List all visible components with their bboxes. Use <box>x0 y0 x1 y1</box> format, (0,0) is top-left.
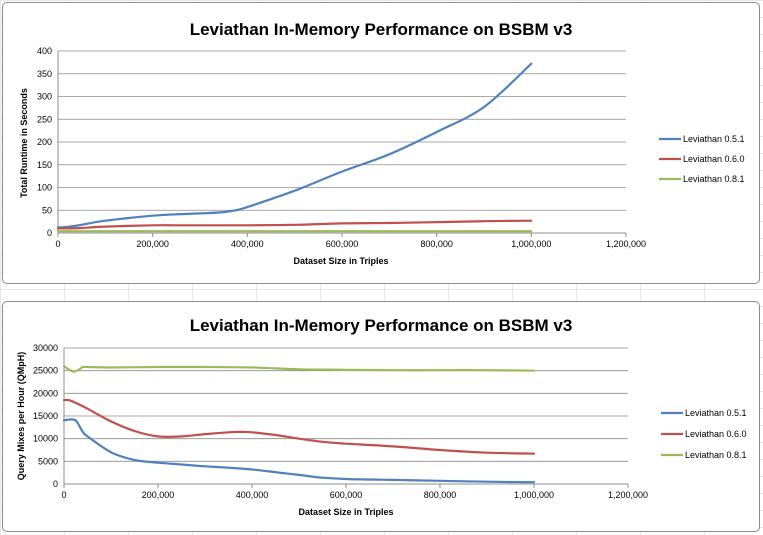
series-line-leviathan-0-6-0 <box>62 398 536 455</box>
runtime-chart: Leviathan In-Memory Performance on BSBM … <box>19 20 745 266</box>
legend-item: Leviathan 0.5.1 <box>661 408 747 418</box>
series-line-leviathan-0-5-1 <box>62 418 536 484</box>
y-tick-label: 10000 <box>33 434 58 444</box>
x-axis-title: Dataset Size in Triples <box>298 507 393 517</box>
x-tick-label: 600,000 <box>330 490 363 500</box>
legend-item: Leviathan 0.6.0 <box>659 154 745 164</box>
y-tick-label: 300 <box>37 92 52 102</box>
svg-text:Query Mixes per Hour (QMpH): Query Mixes per Hour (QMpH) <box>16 352 26 481</box>
y-tick-label: 5000 <box>38 456 58 466</box>
legend-label: Leviathan 0.5.1 <box>685 408 747 418</box>
y-tick-label: 25000 <box>33 366 58 376</box>
qmph-chart: Leviathan In-Memory Performance on BSBM … <box>16 316 747 517</box>
legend: Leviathan 0.5.1 Leviathan 0.6.0 Leviathan … <box>661 408 747 460</box>
chart-title: Leviathan In-Memory Performance on BSBM … <box>190 316 573 335</box>
x-tick-label: 0 <box>55 239 60 249</box>
series-lines <box>56 62 533 233</box>
series-line-leviathan-0-8-1 <box>62 365 536 373</box>
legend-item: Leviathan 0.6.0 <box>661 429 747 439</box>
y-axis-title: Query Mixes per Hour (QMpH) <box>16 352 26 481</box>
legend-label: Leviathan 0.8.1 <box>685 450 747 460</box>
legend-item: Leviathan 0.8.1 <box>661 450 747 460</box>
qmph-chart-panel[interactable]: Leviathan In-Memory Performance on BSBM … <box>2 301 760 532</box>
y-tick-label: 150 <box>37 160 52 170</box>
series-lines <box>62 365 536 484</box>
y-tick-label: 50 <box>42 205 52 215</box>
x-tick-label: 800,000 <box>420 239 453 249</box>
tick-labels: 0 5000 10000 15000 20000 25000 30000 0 200,000 40… <box>33 343 648 500</box>
gridlines <box>57 50 627 237</box>
y-tick-label: 20000 <box>33 388 58 398</box>
y-tick-label: 200 <box>37 137 52 147</box>
legend: Leviathan 0.5.1 Leviathan 0.6.0 Leviathan … <box>659 134 745 184</box>
svg-text:Total Runtime in Seconds: Total Runtime in Seconds <box>19 88 29 198</box>
legend-label: Leviathan 0.6.0 <box>683 154 745 164</box>
x-tick-label: 200,000 <box>142 490 175 500</box>
legend-label: Leviathan 0.8.1 <box>683 174 745 184</box>
legend-label: Leviathan 0.5.1 <box>683 134 745 144</box>
x-tick-label: 800,000 <box>424 490 457 500</box>
y-tick-label: 0 <box>53 479 58 489</box>
y-tick-label: 100 <box>37 183 52 193</box>
x-tick-label: 1,200,000 <box>606 239 646 249</box>
x-axis-title: Dataset Size in Triples <box>293 256 388 266</box>
legend-item: Leviathan 0.8.1 <box>659 174 745 184</box>
series-line-leviathan-0-6-0 <box>56 219 533 230</box>
x-tick-label: 1,200,000 <box>608 490 648 500</box>
legend-label: Leviathan 0.6.0 <box>685 429 747 439</box>
tick-labels: 0 50 100 150 200 250 300 350 400 0 200,000 400,000 6… <box>37 46 646 249</box>
y-axis-title: Total Runtime in Seconds <box>19 88 29 198</box>
y-tick-label: 0 <box>47 228 52 238</box>
x-tick-label: 600,000 <box>326 239 359 249</box>
y-tick-label: 400 <box>37 46 52 56</box>
y-tick-label: 30000 <box>33 343 58 353</box>
x-tick-label: 400,000 <box>231 239 264 249</box>
x-tick-label: 0 <box>61 490 66 500</box>
series-line-leviathan-0-5-1 <box>56 62 533 229</box>
y-tick-label: 250 <box>37 114 52 124</box>
x-tick-label: 1,000,000 <box>514 490 554 500</box>
x-tick-label: 1,000,000 <box>511 239 551 249</box>
y-tick-label: 350 <box>37 69 52 79</box>
x-tick-label: 400,000 <box>236 490 269 500</box>
legend-item: Leviathan 0.5.1 <box>659 134 745 144</box>
chart-title: Leviathan In-Memory Performance on BSBM … <box>190 20 573 39</box>
runtime-chart-panel[interactable]: Leviathan In-Memory Performance on BSBM … <box>2 2 760 284</box>
y-tick-label: 15000 <box>33 411 58 421</box>
x-tick-label: 200,000 <box>136 239 169 249</box>
